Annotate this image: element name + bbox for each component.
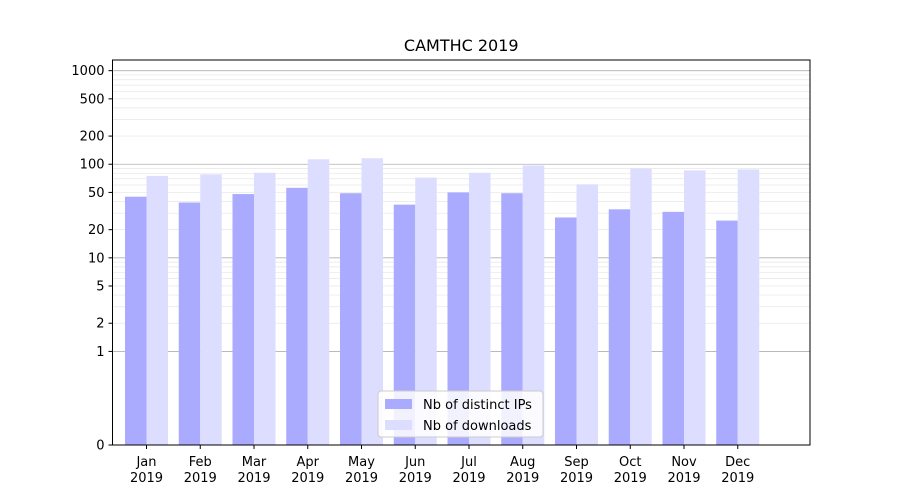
y-tick-label: 1 <box>96 345 104 360</box>
bar-downloads <box>630 168 652 445</box>
bar-ips <box>447 192 469 445</box>
y-tick-label: 0 <box>96 439 104 454</box>
bar-ips <box>608 209 631 445</box>
y-tick-label: 500 <box>80 92 105 107</box>
bar-downloads <box>307 159 330 446</box>
bar-ips <box>125 196 147 445</box>
bar-downloads <box>361 158 383 446</box>
legend-box <box>377 390 544 438</box>
legend-swatch <box>385 399 412 409</box>
bar-ips <box>555 217 577 445</box>
x-tick-label: Nov 2019 <box>667 455 700 486</box>
bar-ips <box>286 187 308 445</box>
axis-ticks: 0 1 2 5 10 20 50 100 200 500 1000 Jan 2019 Feb 2019 Mar… <box>71 64 754 486</box>
legend-swatch <box>385 420 412 430</box>
bar-downloads <box>254 172 276 445</box>
bar-downloads <box>576 184 598 445</box>
x-tick-label: Jan 2019 <box>130 455 163 486</box>
bar-downloads <box>415 177 437 446</box>
y-tick-label: 200 <box>80 130 105 145</box>
y-tick-label: 10 <box>88 251 105 266</box>
y-tick-label: 1000 <box>71 64 104 79</box>
bar-downloads <box>684 170 706 445</box>
plot-frame <box>112 59 811 446</box>
y-tick-label: 2 <box>96 317 104 332</box>
x-tick-label: Feb 2019 <box>184 455 217 486</box>
x-tick-label: Dec 2019 <box>721 455 754 486</box>
bar-downloads <box>737 169 760 446</box>
x-tick-label: May 2019 <box>345 455 378 486</box>
y-tick-label: 50 <box>88 186 105 201</box>
bar-ips <box>501 193 523 445</box>
y-tick-label: 5 <box>96 280 104 295</box>
bar-ips <box>393 204 416 445</box>
bar-ips <box>178 202 201 445</box>
bar-downloads <box>146 175 168 445</box>
x-tick-label: Oct 2019 <box>614 455 647 486</box>
legend-label: Nb of distinct IPs <box>423 398 532 413</box>
x-tick-label: Mar 2019 <box>237 455 270 486</box>
bar-ips <box>716 220 738 445</box>
bar-downloads <box>522 165 545 446</box>
bar-downloads <box>469 172 491 445</box>
legend: Nb of distinct IPs Nb of downloads <box>377 390 544 438</box>
bar-ips <box>662 211 684 445</box>
chart-title: CAMTHC 2019 <box>404 36 519 55</box>
x-tick-label: Sep 2019 <box>560 455 593 486</box>
x-tick-label: Jul 2019 <box>452 455 485 486</box>
y-tick-label: 100 <box>80 158 105 173</box>
y-tick-label: 20 <box>88 223 105 238</box>
x-tick-label: Aug 2019 <box>506 455 539 486</box>
x-tick-label: Jun 2019 <box>399 455 432 486</box>
bar-ips <box>232 194 254 445</box>
bars <box>125 158 760 446</box>
x-tick-label: Apr 2019 <box>291 455 324 486</box>
bar-downloads <box>200 174 222 445</box>
legend-label: Nb of downloads <box>423 419 532 434</box>
bar-ips <box>340 193 362 445</box>
